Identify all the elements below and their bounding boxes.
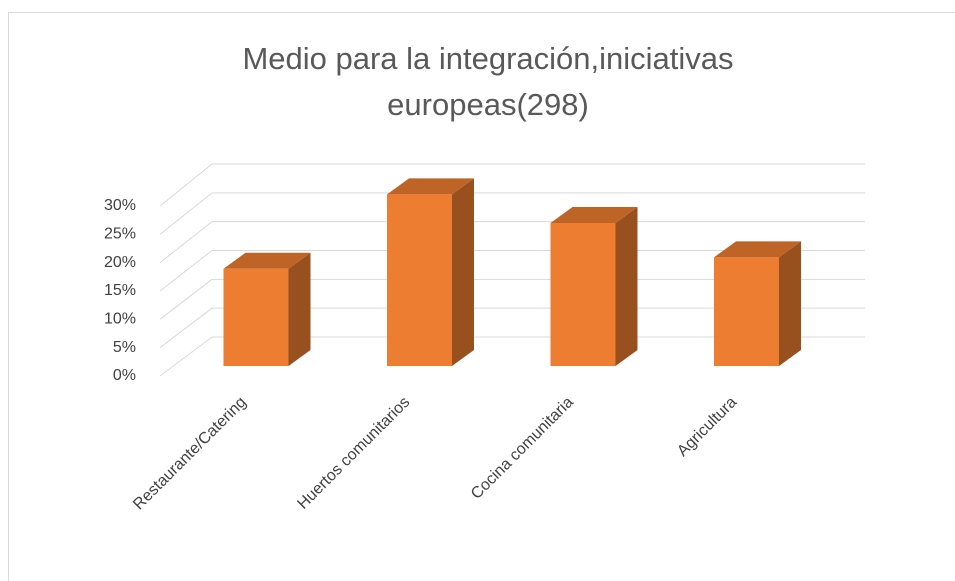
bar [714,241,801,366]
bar-front [714,257,779,366]
grid-line-side [159,192,213,235]
grid-line-side [159,163,213,207]
chart-title: Medio para la integración,iniciativas eu… [242,41,734,122]
x-tick-label: Huertos comunitarios [294,394,413,513]
bar [223,252,311,366]
bar [387,178,474,366]
bar-top [550,207,638,223]
grid-line-side [159,336,213,377]
y-tick-label: 20% [104,254,136,271]
bar-top [387,178,474,195]
y-tick-label: 15% [104,282,136,299]
grid-line-side [159,250,213,292]
y-tick-label: 5% [113,339,136,356]
bar-front [223,268,289,366]
y-tick-label: 30% [104,197,136,214]
bar-top [714,241,801,258]
bar-side [288,252,311,366]
x-tick-label: Cocina comunitaria [468,394,577,503]
grid-line-side [159,278,213,320]
bar-side [615,207,638,366]
grid-line-side [159,307,213,349]
y-tick-label: 10% [104,311,136,328]
bar-front [550,223,616,366]
x-tick-label: Restaurante/Catering [130,394,250,514]
y-tick-label: 25% [104,226,136,243]
x-tick-label: Agricultura [674,394,740,460]
bar-front [387,194,452,366]
bar-side [779,241,801,366]
chart-border [8,12,955,581]
bar-side [452,178,474,366]
bar-top [223,252,311,269]
y-tick-label: 0% [113,367,136,384]
grid-line-side [159,221,213,264]
bar [550,207,638,366]
